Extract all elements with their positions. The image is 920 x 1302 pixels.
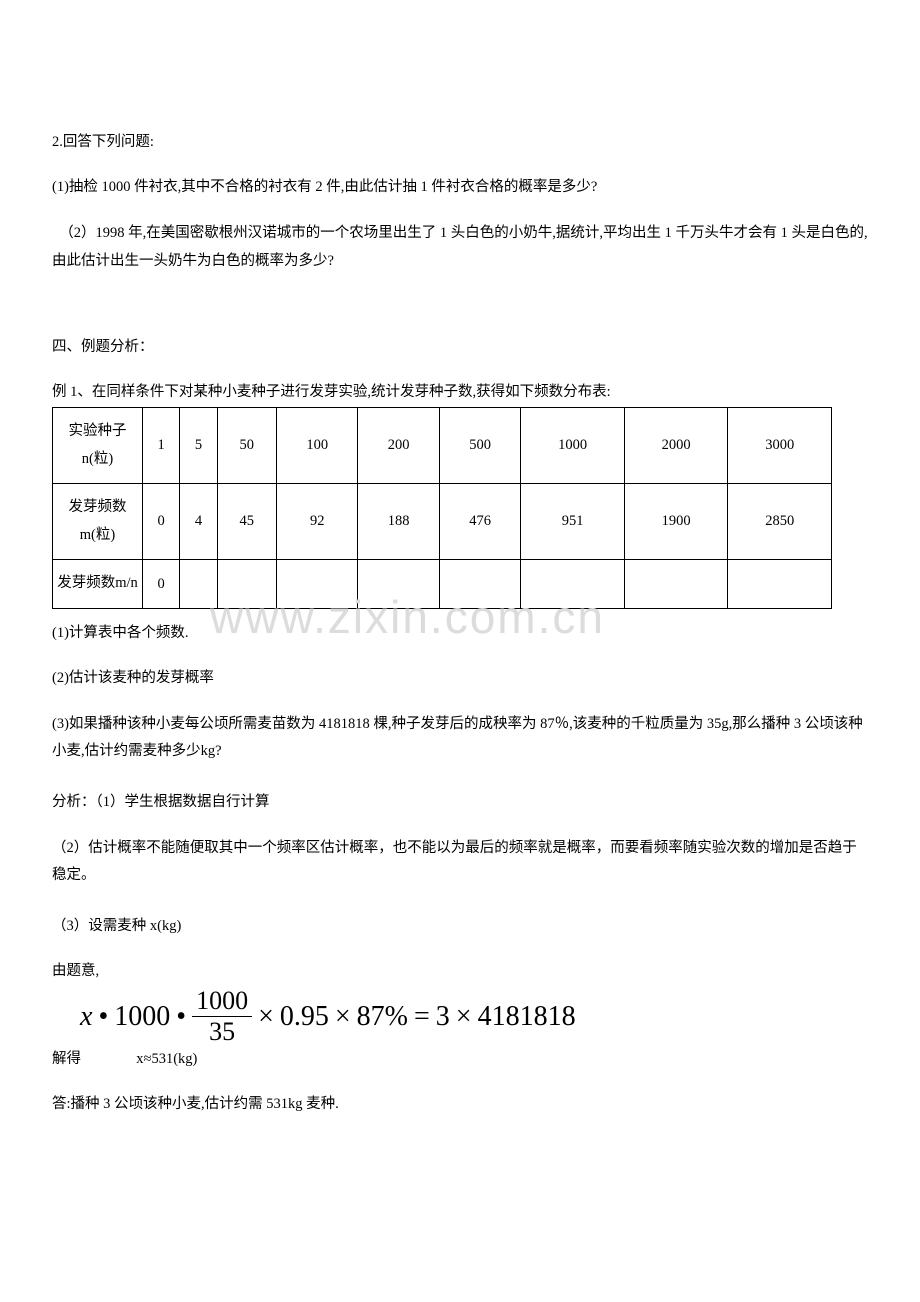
formula: x • 1000 • 1000 35 × 0.95 × 87% = 3 × 41… xyxy=(80,988,868,1045)
q2-part1: (1)抽检 1000 件衬衣,其中不合格的衬衣有 2 件,由此估计抽 1 件衬衣… xyxy=(52,175,868,196)
analysis-3: （3）设需麦种 x(kg) xyxy=(52,914,868,935)
q2-title: 2.回答下列问题: xyxy=(52,130,868,151)
ex1-q3: (3)如果播种该种小麦每公顷所需麦苗数为 4181818 棵,种子发芽后的成秧率… xyxy=(52,711,868,766)
ex1-q2: (2)估计该麦种的发芽概率 xyxy=(52,666,868,687)
fraction-num: 1000 xyxy=(192,988,252,1017)
formula-eq: = xyxy=(414,1001,430,1033)
formula-mult2: × xyxy=(335,1001,351,1033)
formula-r2: 4181818 xyxy=(478,1001,576,1033)
cell: 1900 xyxy=(624,484,728,560)
cell xyxy=(217,560,276,609)
formula-var: x xyxy=(80,1001,92,1033)
cell: 2850 xyxy=(728,484,832,560)
cell: 188 xyxy=(358,484,439,560)
solve-line: 解得 x≈531(kg) xyxy=(52,1047,868,1068)
cell: 45 xyxy=(217,484,276,560)
ex1-intro: 例 1、在同样条件下对某种小麦种子进行发芽实验,统计发芽种子数,获得如下频数分布… xyxy=(52,380,868,401)
cell: 4 xyxy=(180,484,217,560)
cell xyxy=(358,560,439,609)
answer-line: 答:播种 3 公顷该种小麦,估计约需 531kg 麦种. xyxy=(52,1092,868,1113)
ex1-q1: (1)计算表中各个频数. xyxy=(52,621,868,642)
formula-mult3: × xyxy=(456,1001,472,1033)
row2-label: 发芽频数m(粒) xyxy=(53,484,143,560)
solve-label: 解得 xyxy=(52,1051,81,1067)
cell xyxy=(521,560,625,609)
row1-label: 实验种子n(粒) xyxy=(53,408,143,484)
formula-fraction: 1000 35 xyxy=(192,988,252,1045)
cell xyxy=(276,560,357,609)
cell: 500 xyxy=(439,408,520,484)
analysis-2: （2）估计概率不能随便取其中一个频率区估计概率，也不能以为最后的频率就是概率，而… xyxy=(52,835,868,890)
cell: 2000 xyxy=(624,408,728,484)
analysis-4: 由题意, xyxy=(52,959,868,980)
cell: 476 xyxy=(439,484,520,560)
formula-k1: 1000 xyxy=(114,1001,170,1033)
cell: 3000 xyxy=(728,408,832,484)
cell: 92 xyxy=(276,484,357,560)
cell: 100 xyxy=(276,408,357,484)
cell: 0 xyxy=(143,560,180,609)
table-row: 实验种子n(粒) 1 5 50 100 200 500 1000 2000 30… xyxy=(53,408,832,484)
table-row: 发芽频数m(粒) 0 4 45 92 188 476 951 1900 2850 xyxy=(53,484,832,560)
cell xyxy=(624,560,728,609)
table-row: 发芽频数m/n 0 xyxy=(53,560,832,609)
formula-dot: • xyxy=(98,1001,108,1033)
cell: 50 xyxy=(217,408,276,484)
cell: 5 xyxy=(180,408,217,484)
frequency-table: 实验种子n(粒) 1 5 50 100 200 500 1000 2000 30… xyxy=(52,407,832,609)
cell: 1 xyxy=(143,408,180,484)
q2-part2: （2）1998 年,在美国密歇根州汉诺城市的一个农场里出生了 1 头白色的小奶牛… xyxy=(52,220,868,275)
cell: 200 xyxy=(358,408,439,484)
formula-r1: 3 xyxy=(436,1001,450,1033)
formula-f1: 0.95 xyxy=(280,1001,329,1033)
cell: 951 xyxy=(521,484,625,560)
cell xyxy=(439,560,520,609)
analysis-1: 分析：（1）学生根据数据自行计算 xyxy=(52,790,868,811)
formula-dot2: • xyxy=(176,1001,186,1033)
row3-label: 发芽频数m/n xyxy=(53,560,143,609)
fraction-den: 35 xyxy=(209,1017,235,1045)
cell xyxy=(180,560,217,609)
formula-f2: 87% xyxy=(357,1001,408,1033)
section4-heading: 四、例题分析： xyxy=(52,335,868,356)
cell: 1000 xyxy=(521,408,625,484)
solve-value: x≈531(kg) xyxy=(136,1051,197,1067)
cell: 0 xyxy=(143,484,180,560)
cell xyxy=(728,560,832,609)
formula-mult1: × xyxy=(258,1001,274,1033)
